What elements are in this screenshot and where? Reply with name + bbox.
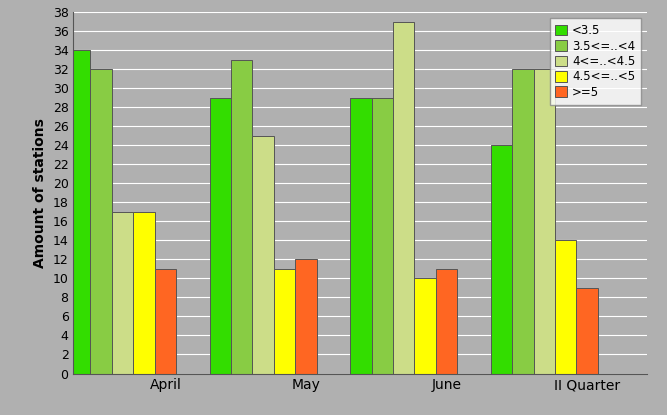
Legend: <3.5, 3.5<=..<4, 4<=..<4.5, 4.5<=..<5, >=5: <3.5, 3.5<=..<4, 4<=..<4.5, 4.5<=..<5, >…	[550, 18, 641, 105]
Bar	[393, 22, 414, 374]
Bar	[133, 212, 155, 374]
Bar	[436, 269, 458, 374]
Bar	[350, 98, 372, 374]
Bar	[91, 69, 112, 374]
Bar	[372, 98, 393, 374]
Bar	[555, 240, 576, 374]
Bar	[491, 146, 512, 374]
Bar	[155, 269, 176, 374]
Bar	[112, 212, 133, 374]
Bar	[414, 278, 436, 374]
Bar	[231, 60, 252, 374]
Bar	[512, 69, 534, 374]
Y-axis label: Amount of stations: Amount of stations	[33, 118, 47, 268]
Bar	[576, 288, 598, 374]
Bar	[295, 259, 317, 374]
Bar	[209, 98, 231, 374]
Bar	[274, 269, 295, 374]
Bar	[534, 69, 555, 374]
Bar	[252, 136, 274, 374]
Bar	[69, 51, 91, 374]
